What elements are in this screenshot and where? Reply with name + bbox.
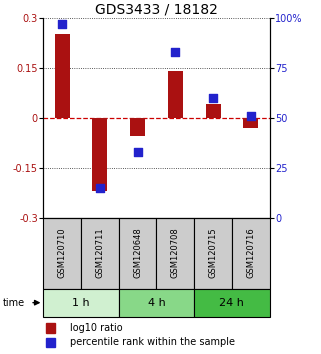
Bar <box>92 118 108 191</box>
FancyBboxPatch shape <box>156 218 194 289</box>
Bar <box>243 118 258 128</box>
FancyBboxPatch shape <box>81 218 119 289</box>
FancyBboxPatch shape <box>43 218 81 289</box>
Text: GSM120711: GSM120711 <box>95 228 104 279</box>
Text: GSM120716: GSM120716 <box>246 228 255 279</box>
FancyBboxPatch shape <box>119 218 156 289</box>
Text: 24 h: 24 h <box>220 298 244 308</box>
Text: percentile rank within the sample: percentile rank within the sample <box>71 337 236 347</box>
Bar <box>46 338 55 347</box>
FancyBboxPatch shape <box>232 218 270 289</box>
Bar <box>55 34 70 118</box>
FancyBboxPatch shape <box>194 289 270 317</box>
Title: GDS3433 / 18182: GDS3433 / 18182 <box>95 2 218 17</box>
Text: 1 h: 1 h <box>72 298 90 308</box>
Point <box>97 185 102 190</box>
Text: GSM120708: GSM120708 <box>171 228 180 279</box>
Point <box>248 113 253 119</box>
Text: GSM120648: GSM120648 <box>133 228 142 279</box>
Point <box>135 149 140 155</box>
FancyBboxPatch shape <box>119 289 194 317</box>
FancyBboxPatch shape <box>43 289 119 317</box>
Bar <box>130 118 145 136</box>
Point <box>173 49 178 55</box>
Point <box>60 21 65 27</box>
FancyBboxPatch shape <box>194 218 232 289</box>
Text: log10 ratio: log10 ratio <box>71 322 123 332</box>
Text: 4 h: 4 h <box>148 298 165 308</box>
Point <box>211 95 216 101</box>
Text: GSM120710: GSM120710 <box>58 228 67 279</box>
Text: GSM120715: GSM120715 <box>209 228 218 279</box>
Bar <box>168 71 183 118</box>
Text: time: time <box>3 298 25 308</box>
Bar <box>46 324 55 333</box>
Bar <box>205 104 221 118</box>
